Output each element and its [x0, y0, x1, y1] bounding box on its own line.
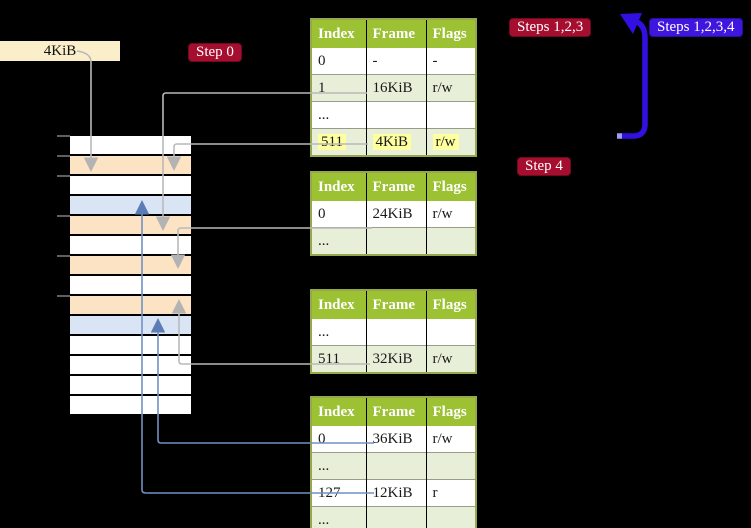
- index-header: Index: [311, 172, 366, 201]
- flags-header: Flags: [425, 290, 476, 319]
- memory-row: [70, 154, 191, 174]
- table-header-row: Index Frame Flags: [311, 290, 476, 319]
- page-table-1: Index Frame Flags 0 - - 1 16KiB r/w ... …: [310, 18, 477, 157]
- table-row: 1 16KiB r/w: [311, 74, 476, 102]
- flags-header: Flags: [425, 19, 476, 48]
- memory-column: [70, 136, 191, 414]
- memory-tick: [57, 295, 70, 297]
- memory-row: [70, 294, 191, 314]
- frame-header: Frame: [365, 397, 426, 426]
- step4-badge: Step 4: [517, 157, 571, 176]
- memory-tick: [57, 255, 70, 257]
- index-header: Index: [311, 290, 366, 319]
- memory-row: [70, 254, 191, 274]
- frame-size-label: 4KiB: [0, 41, 120, 61]
- table-row: ...: [311, 452, 476, 480]
- flags-header: Flags: [425, 172, 476, 201]
- memory-row: [70, 136, 191, 154]
- memory-row: [70, 374, 191, 394]
- table-row: 0 24KiB r/w: [311, 201, 476, 228]
- memory-row: [70, 194, 191, 214]
- step0-badge: Step 0: [188, 43, 242, 62]
- table-row: 127 12KiB r: [311, 479, 476, 507]
- table-header-row: Index Frame Flags: [311, 172, 476, 201]
- steps1234-badge: Steps 1,2,3,4: [649, 18, 743, 37]
- index-header: Index: [311, 397, 366, 426]
- highlighted-flags: r/w: [432, 133, 459, 150]
- table-row: 0 36KiB r/w: [311, 426, 476, 453]
- loop-arrow: [617, 13, 648, 139]
- table-row: ...: [311, 319, 476, 346]
- table-row: ...: [311, 506, 476, 528]
- memory-row: [70, 334, 191, 354]
- loop-arrowhead-icon: [620, 13, 642, 34]
- table-row: 511 32KiB r/w: [311, 345, 476, 373]
- memory-tick: [57, 155, 70, 157]
- memory-tick: [57, 175, 70, 177]
- table-row-highlighted: 511 4KiB r/w: [311, 128, 476, 156]
- memory-row: [70, 354, 191, 374]
- memory-row: [70, 174, 191, 194]
- page-table-3: Index Frame Flags ... 511 32KiB r/w: [310, 289, 477, 374]
- frame-header: Frame: [365, 290, 426, 319]
- index-header: Index: [311, 19, 366, 48]
- page-table-2: Index Frame Flags 0 24KiB r/w ...: [310, 171, 477, 256]
- memory-row: [70, 214, 191, 234]
- memory-row: [70, 234, 191, 254]
- flags-header: Flags: [425, 397, 476, 426]
- page-table-4: Index Frame Flags 0 36KiB r/w ... 127 12…: [310, 396, 477, 528]
- table-header-row: Index Frame Flags: [311, 397, 476, 426]
- table-row: ...: [311, 101, 476, 129]
- frame-header: Frame: [365, 172, 426, 201]
- memory-tick: [57, 215, 70, 217]
- frame-header: Frame: [365, 19, 426, 48]
- memory-row: [70, 394, 191, 414]
- loop-arrow-shaft: [621, 19, 648, 139]
- table-row: 0 - -: [311, 48, 476, 75]
- table-row: ...: [311, 227, 476, 255]
- memory-row: [70, 314, 191, 334]
- table-header-row: Index Frame Flags: [311, 19, 476, 48]
- memory-row: [70, 274, 191, 294]
- steps123-badge: Steps 1,2,3: [509, 18, 592, 37]
- highlighted-frame: 4KiB: [372, 133, 412, 150]
- highlighted-index: 511: [318, 133, 346, 150]
- memory-tick: [57, 135, 70, 137]
